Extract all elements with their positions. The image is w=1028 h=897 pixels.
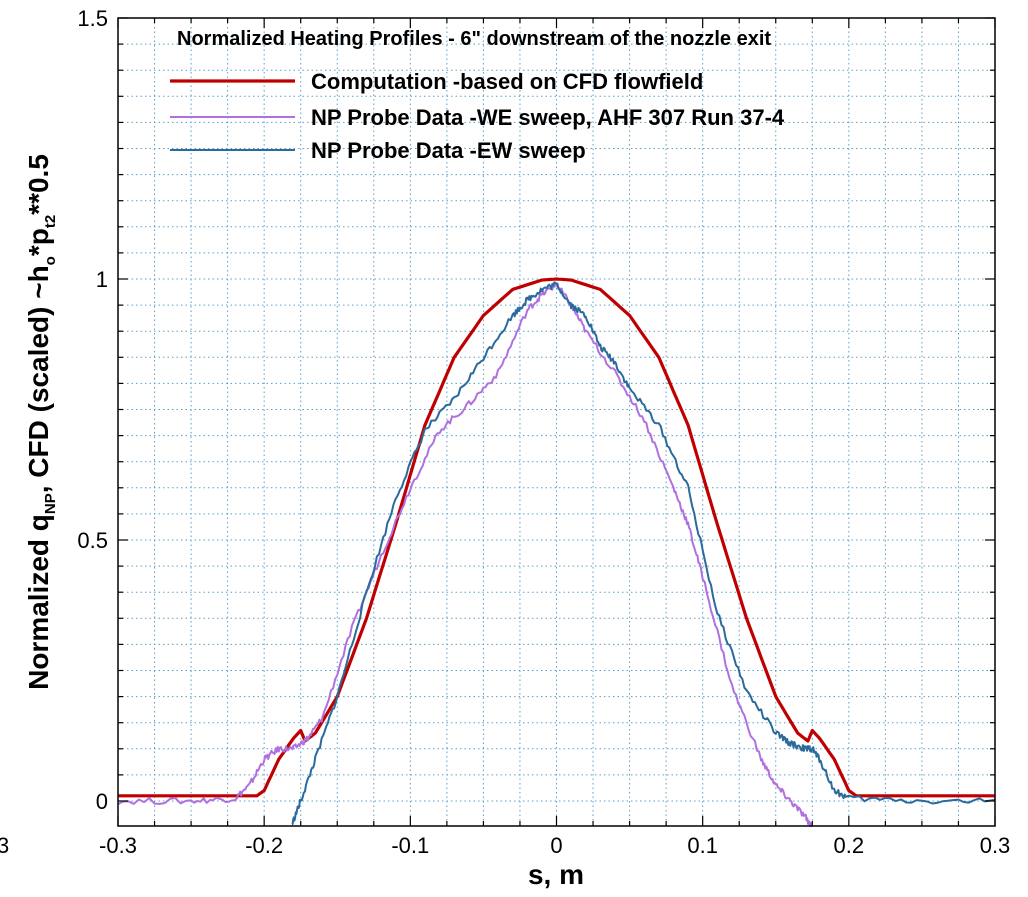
y-label-suffix: **0.5	[23, 154, 54, 215]
legend-label-3: NP Probe Data -EW sweep	[311, 138, 586, 163]
axis-ticks	[117, 17, 996, 826]
y-tick-label: 1	[96, 267, 108, 292]
x-tick-label: -0.3	[99, 833, 137, 858]
series-line-1	[118, 277, 995, 798]
y-tick-label: 1.5	[77, 6, 108, 31]
series-lines	[117, 277, 996, 827]
legend-label-1: Computation -based on CFD flowfield	[311, 69, 703, 94]
y-label-sub-t2: t2	[42, 215, 59, 228]
y-label-sub-np: NP	[42, 493, 59, 514]
y-axis-label: Normalized qNP, CFD (scaled) ~ho*pt2**0.…	[23, 154, 59, 690]
x-tick-label: -0.1	[391, 833, 429, 858]
legend: Computation -based on CFD flowfield NP Pr…	[170, 69, 785, 163]
y-label-prefix: Normalized q	[23, 514, 54, 690]
y-tick-label: 0	[96, 789, 108, 814]
x-tick-label: -0.2	[245, 833, 283, 858]
y-label-sub-o: o	[42, 256, 59, 265]
left-edge-label: 3	[0, 833, 9, 858]
x-tick-label: 0.1	[687, 833, 718, 858]
series-line-2	[117, 282, 813, 827]
y-tick-label: 0.5	[77, 528, 108, 553]
y-label-mid2: *p	[23, 228, 54, 256]
series-line-3	[291, 281, 996, 826]
x-tick-label: 0.3	[980, 833, 1011, 858]
x-axis-label: s, m	[528, 859, 584, 890]
chart-title: Normalized Heating Profiles - 6" downstr…	[177, 28, 771, 50]
tick-labels: -0.3 -0.2 -0.1 0 0.1 0.2 0.3 0 0.5 1 1.5	[77, 6, 1010, 858]
x-tick-label: 0	[550, 833, 562, 858]
y-label-mid: , CFD (scaled) ~h	[23, 265, 54, 493]
legend-label-2: NP Probe Data -WE sweep, AHF 307 Run 37-…	[311, 105, 785, 130]
x-tick-label: 0.2	[834, 833, 865, 858]
